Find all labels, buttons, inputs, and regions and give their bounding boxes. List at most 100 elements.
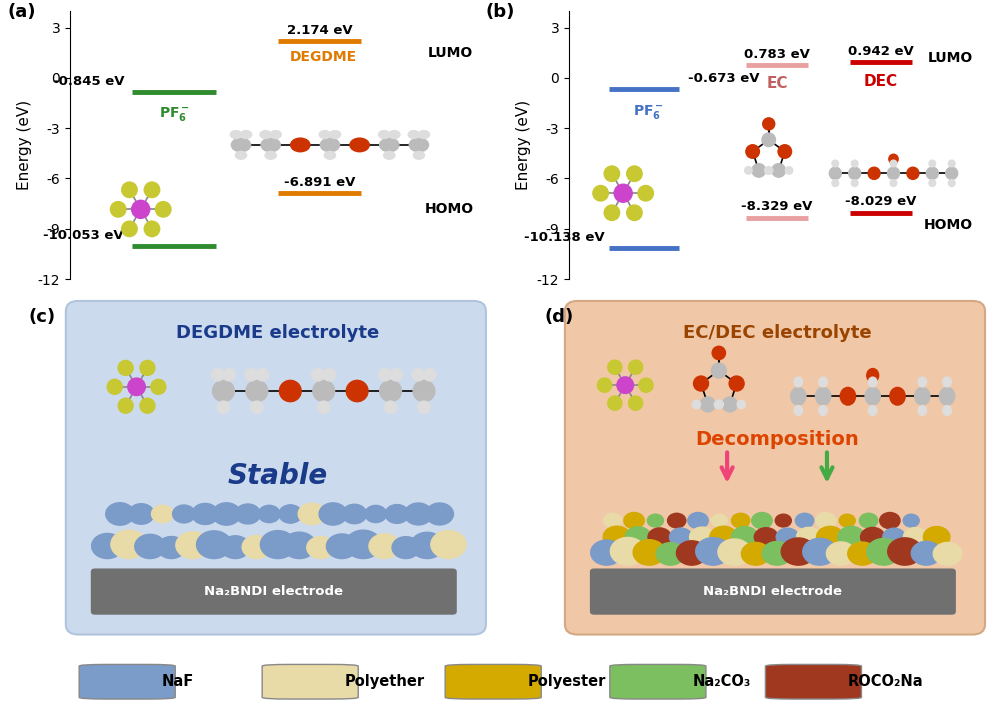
Circle shape (911, 541, 941, 565)
Circle shape (135, 534, 165, 559)
Circle shape (867, 538, 900, 565)
Text: Polyether: Polyether (344, 674, 425, 689)
Circle shape (392, 536, 420, 559)
FancyBboxPatch shape (765, 665, 861, 699)
Text: -6.891 eV: -6.891 eV (284, 176, 355, 189)
FancyBboxPatch shape (590, 569, 956, 614)
Circle shape (283, 532, 316, 559)
Circle shape (221, 536, 250, 559)
Circle shape (212, 503, 241, 525)
Circle shape (192, 503, 218, 525)
FancyBboxPatch shape (91, 569, 457, 614)
Circle shape (258, 505, 280, 523)
Text: EC: EC (766, 77, 788, 92)
Circle shape (848, 542, 877, 565)
Circle shape (365, 505, 387, 523)
Text: DEC: DEC (864, 74, 898, 89)
Circle shape (151, 505, 174, 523)
Circle shape (903, 528, 927, 546)
Circle shape (260, 531, 296, 559)
Circle shape (676, 541, 707, 565)
Text: (b): (b) (486, 3, 515, 21)
Circle shape (861, 528, 885, 547)
Circle shape (732, 526, 758, 548)
Circle shape (816, 513, 836, 528)
Text: -8.029 eV: -8.029 eV (845, 195, 917, 209)
Circle shape (610, 538, 645, 565)
Text: Polyester: Polyester (528, 674, 606, 689)
Circle shape (933, 543, 962, 565)
Circle shape (795, 513, 814, 528)
Circle shape (752, 513, 772, 528)
Circle shape (776, 528, 799, 546)
Text: Na₂BNDI electrode: Na₂BNDI electrode (204, 585, 343, 598)
Text: -10.138 eV: -10.138 eV (524, 231, 604, 244)
Circle shape (880, 513, 900, 528)
Circle shape (111, 530, 147, 559)
Circle shape (647, 514, 663, 527)
Circle shape (173, 505, 195, 523)
Circle shape (883, 528, 905, 546)
Circle shape (696, 538, 730, 565)
Circle shape (603, 526, 631, 548)
Text: LUMO: LUMO (428, 46, 473, 60)
Text: (c): (c) (28, 308, 56, 326)
Circle shape (903, 514, 919, 527)
Text: $\mathregular{PF_6^-}$: $\mathregular{PF_6^-}$ (633, 103, 664, 120)
Text: HOMO: HOMO (923, 219, 973, 232)
Circle shape (197, 531, 231, 559)
Text: -0.845 eV: -0.845 eV (53, 75, 124, 87)
Circle shape (923, 526, 950, 548)
Circle shape (838, 526, 865, 548)
Circle shape (826, 542, 856, 565)
Y-axis label: Energy (eV): Energy (eV) (516, 100, 531, 190)
Text: 0.942 eV: 0.942 eV (848, 45, 914, 58)
Text: NaF: NaF (162, 674, 194, 689)
Text: (d): (d) (544, 308, 573, 326)
Circle shape (762, 541, 792, 565)
Circle shape (775, 514, 791, 527)
Circle shape (839, 514, 855, 527)
FancyBboxPatch shape (565, 301, 985, 635)
Circle shape (741, 542, 770, 565)
Text: 2.174 eV: 2.174 eV (287, 24, 352, 37)
Circle shape (128, 504, 154, 524)
Circle shape (690, 527, 715, 547)
Circle shape (711, 514, 727, 527)
Circle shape (656, 543, 685, 565)
Text: DEGDME electrolyte: DEGDME electrolyte (176, 324, 380, 342)
Circle shape (157, 536, 185, 559)
Text: 0.783 eV: 0.783 eV (744, 47, 810, 60)
Text: ROCO₂Na: ROCO₂Na (848, 674, 923, 689)
Circle shape (279, 505, 302, 523)
Circle shape (369, 534, 400, 559)
Circle shape (604, 513, 622, 528)
Circle shape (648, 528, 671, 546)
Text: EC/DEC electrolyte: EC/DEC electrolyte (683, 324, 871, 342)
Circle shape (591, 540, 622, 565)
Circle shape (92, 533, 123, 559)
Circle shape (307, 536, 334, 559)
Circle shape (803, 538, 837, 565)
Text: Na₂CO₃: Na₂CO₃ (692, 674, 750, 689)
Circle shape (731, 513, 750, 528)
FancyBboxPatch shape (66, 301, 486, 635)
Circle shape (888, 538, 922, 565)
Text: HOMO: HOMO (424, 201, 473, 216)
Text: Na₂BNDI electrode: Na₂BNDI electrode (703, 585, 842, 598)
Text: Decomposition: Decomposition (695, 430, 859, 449)
Circle shape (235, 504, 260, 524)
FancyBboxPatch shape (262, 665, 358, 699)
Circle shape (431, 531, 466, 559)
FancyBboxPatch shape (445, 665, 541, 699)
Circle shape (411, 532, 444, 559)
Circle shape (754, 528, 778, 546)
Circle shape (345, 530, 381, 559)
Circle shape (718, 539, 751, 565)
Text: -10.053 eV: -10.053 eV (43, 229, 124, 242)
Circle shape (668, 513, 686, 528)
Circle shape (298, 503, 325, 525)
FancyBboxPatch shape (79, 665, 175, 699)
FancyBboxPatch shape (610, 665, 706, 699)
Circle shape (817, 526, 844, 548)
